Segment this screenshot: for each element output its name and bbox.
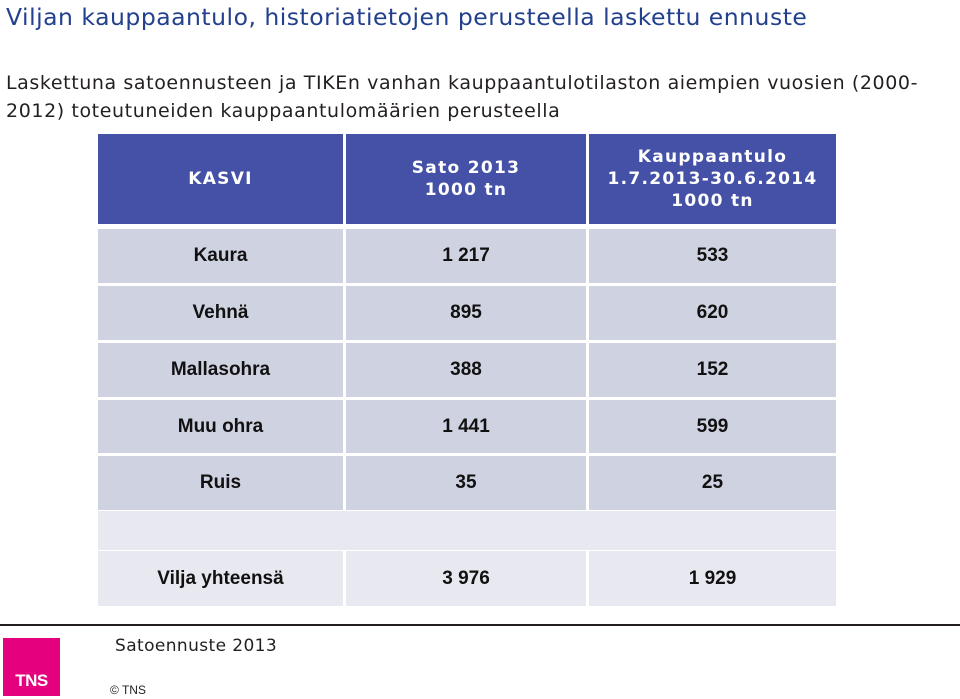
cell-text: Vehnä xyxy=(192,302,249,323)
row-label-cell: Muu ohra xyxy=(98,400,343,453)
value-cell: 25 xyxy=(589,456,836,510)
tns-logo: TNS xyxy=(3,638,60,696)
value-cell: 3 976 xyxy=(346,551,586,606)
column-header-line: Kauppaantulo xyxy=(637,147,788,167)
table-spacer-band xyxy=(98,511,836,550)
footer-divider xyxy=(0,624,960,626)
column-header-line: 1.7.2013-30.6.2014 xyxy=(607,169,818,189)
value-cell: 388 xyxy=(346,343,586,397)
value-cell: 599 xyxy=(589,400,836,453)
footer-text: Satoennuste 2013 xyxy=(115,636,278,656)
value-cell: 35 xyxy=(346,456,586,510)
cell-text: Ruis xyxy=(199,472,242,493)
cell-text: Vilja yhteensä xyxy=(157,567,284,589)
column-header: KASVI xyxy=(98,134,343,224)
column-header-line: KASVI xyxy=(188,169,253,189)
cell-text: 1 217 xyxy=(442,245,490,266)
row-label-cell: Vilja yhteensä xyxy=(98,551,343,606)
cell-text: 35 xyxy=(455,472,477,493)
cell-text: 152 xyxy=(696,359,729,380)
row-label-cell: Mallasohra xyxy=(98,343,343,397)
column-header: Kauppaantulo 1.7.2013-30.6.2014 1000 tn xyxy=(589,134,836,224)
copyright-text: © TNS xyxy=(110,683,146,697)
logo-text: TNS xyxy=(15,671,48,690)
value-cell: 1 929 xyxy=(589,551,836,606)
value-cell: 1 217 xyxy=(346,229,586,283)
value-cell: 1 441 xyxy=(346,400,586,453)
cell-text: 25 xyxy=(701,472,724,493)
row-label-cell: Ruis xyxy=(98,456,343,510)
value-cell: 533 xyxy=(589,229,836,283)
column-header-line: 1000 tn xyxy=(424,180,508,200)
cell-text: 1 441 xyxy=(442,415,490,437)
cell-text: Kaura xyxy=(193,245,248,266)
cell-text: 599 xyxy=(696,415,729,437)
column-header-line: 1000 tn xyxy=(671,191,754,211)
cell-text: Mallasohra xyxy=(170,359,271,380)
cell-text: 533 xyxy=(696,245,729,266)
column-header: Sato 2013 1000 tn xyxy=(346,134,586,224)
cell-text: 388 xyxy=(450,359,482,380)
cell-text: 3 976 xyxy=(442,567,490,589)
column-header-line: Sato 2013 xyxy=(411,158,521,178)
cell-text: Muu ohra xyxy=(177,415,264,437)
value-cell: 152 xyxy=(589,343,836,397)
cell-text: 620 xyxy=(696,302,729,323)
cell-text: 1 929 xyxy=(688,567,737,589)
row-label-cell: Kaura xyxy=(98,229,343,283)
page-subtitle: Laskettuna satoennusteen ja TIKEn vanhan… xyxy=(6,72,919,122)
row-label-cell: Vehnä xyxy=(98,286,343,340)
value-cell: 620 xyxy=(589,286,836,340)
value-cell: 895 xyxy=(346,286,586,340)
page-title: Viljan kauppaantulo, historiatietojen pe… xyxy=(6,3,808,31)
cell-text: 895 xyxy=(450,302,482,323)
